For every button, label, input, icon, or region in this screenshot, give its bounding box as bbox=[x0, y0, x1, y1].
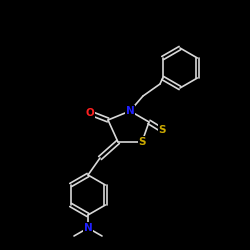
Text: O: O bbox=[86, 108, 94, 118]
Text: N: N bbox=[126, 106, 134, 116]
Text: S: S bbox=[138, 137, 146, 147]
Text: S: S bbox=[158, 125, 166, 135]
Text: N: N bbox=[84, 223, 92, 233]
